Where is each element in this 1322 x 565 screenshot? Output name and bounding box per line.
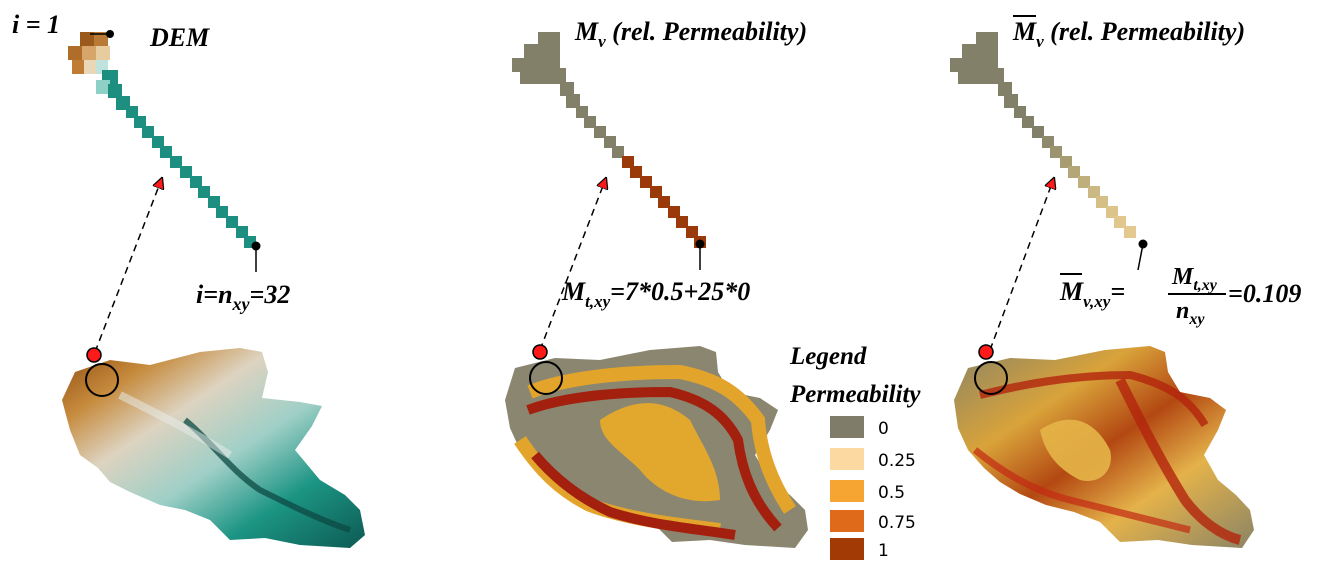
mv-bar-denominator: nxy (1176, 298, 1205, 328)
legend-title-2: Permeability (789, 381, 921, 408)
mv-bar-lhs: Mv,xy= (1059, 277, 1125, 311)
dem-arrow (94, 178, 162, 353)
mv-outlet-dot (532, 344, 548, 360)
mv-bar-flowpath-cells (950, 32, 1136, 238)
dem-panel: i = 1 DEM i=nxy=32 (12, 10, 365, 548)
mv-flowpath-cells (512, 32, 706, 248)
mv-bar-numerator: Mt,xy (1171, 264, 1218, 294)
legend-swatch-1 (830, 538, 864, 560)
legend-swatch-075 (830, 510, 864, 532)
legend-label-075: 0.75 (878, 513, 916, 533)
mv-bar-outlet-dot (978, 344, 994, 360)
legend-swatch-0 (830, 416, 864, 438)
mv-bar-outlet-marker (974, 361, 1008, 395)
legend-swatch-025 (830, 448, 864, 470)
mv-formula: Mt,xy=7*0.5+25*0 (561, 277, 750, 311)
dem-flowpath-cells (68, 32, 256, 248)
mv-bar-title: Mv (rel. Permeability) (1012, 17, 1245, 51)
mv-title: Mv (rel. Permeability) (574, 17, 807, 51)
mv-bar-panel: Mv (rel. Permeability) Mv,xy= Mt,xy nxy … (950, 15, 1301, 548)
dem-outlet-marker (85, 363, 119, 397)
dem-start-label: i = 1 (12, 10, 60, 39)
legend-label-025: 0.25 (878, 451, 916, 471)
dem-start-dot (106, 30, 114, 38)
legend-title-1: Legend (789, 343, 867, 370)
mv-panel: Mv (rel. Permeability) Mt,xy=7*0.5+25*0 (505, 17, 808, 548)
legend-label-05: 0.5 (878, 483, 905, 503)
legend-label-1: 1 (878, 541, 889, 561)
dem-outlet-dot (86, 347, 102, 363)
mv-bar-arrow (989, 178, 1054, 351)
legend: Legend Permeability 0 0.25 0.5 0.75 1 (789, 343, 921, 561)
mv-arrow (539, 178, 606, 351)
legend-label-0: 0 (878, 419, 889, 439)
legend-swatch-05 (830, 480, 864, 502)
mv-outlet-marker (529, 361, 563, 395)
dem-title: DEM (149, 23, 210, 52)
dem-end-label: i=nxy=32 (196, 280, 290, 314)
mv-bar-result: =0.109 (1228, 279, 1301, 308)
